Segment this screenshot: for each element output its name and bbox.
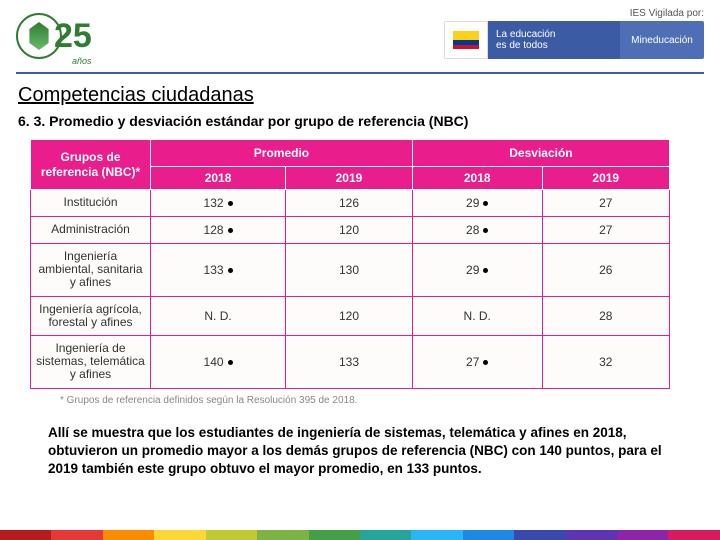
rainbow-segment [257, 530, 308, 540]
rainbow-segment [566, 530, 617, 540]
rainbow-segment [206, 530, 257, 540]
logo-years-label: años [72, 56, 92, 66]
data-cell: 27 [542, 190, 669, 217]
table-row: Ingeniería de sistemas, telemática y afi… [31, 335, 670, 388]
government-banner: La educación es de todos Mineducación [444, 21, 704, 59]
data-cell: 128 [151, 217, 286, 244]
data-cell: 32 [542, 335, 669, 388]
row-label: Ingeniería ambiental, sanitaria y afines [31, 244, 151, 297]
header-right: IES Vigilada por: La educación es de tod… [444, 8, 704, 59]
ministry-label: Mineducación [620, 21, 704, 59]
table-row: Institución1321262927 [31, 190, 670, 217]
dot-icon [228, 360, 233, 365]
ies-label: IES Vigilada por: [630, 8, 704, 19]
header-divider [16, 72, 704, 74]
data-cell: 140 [151, 335, 286, 388]
rainbow-segment [411, 530, 462, 540]
data-table: Grupos de referencia (NBC)* Promedio Des… [30, 139, 670, 389]
data-cell: 126 [286, 190, 413, 217]
data-cell: 26 [542, 244, 669, 297]
dot-icon [483, 201, 488, 206]
data-cell: 28 [542, 296, 669, 335]
table-row: Ingeniería agrícola, forestal y afinesN.… [31, 296, 670, 335]
col-header-desviacion: Desviación [412, 140, 669, 167]
rainbow-segment [0, 530, 51, 540]
page-title: Competencias ciudadanas [18, 84, 702, 107]
dot-icon [228, 228, 233, 233]
col-header-group: Grupos de referencia (NBC)* [31, 140, 151, 190]
footer-rainbow [0, 530, 720, 540]
content: Competencias ciudadanas 6. 3. Promedio y… [0, 76, 720, 129]
data-cell: 132 [151, 190, 286, 217]
rainbow-segment [514, 530, 565, 540]
dot-icon [483, 268, 488, 273]
data-cell: 120 [286, 217, 413, 244]
data-cell: 27 [542, 217, 669, 244]
flag-icon [444, 21, 488, 59]
rainbow-segment [51, 530, 102, 540]
dot-icon [228, 268, 233, 273]
section-subtitle: 6. 3. Promedio y desviación estándar por… [18, 113, 702, 129]
dot-icon [228, 201, 233, 206]
data-cell: 120 [286, 296, 413, 335]
year-cell: 2018 [412, 167, 542, 190]
data-cell: 133 [286, 335, 413, 388]
rainbow-segment [154, 530, 205, 540]
dot-icon [483, 360, 488, 365]
year-cell: 2019 [542, 167, 669, 190]
data-cell: 29 [412, 190, 542, 217]
analysis-paragraph: Allí se muestra que los estudiantes de i… [48, 424, 680, 479]
edu-line1: La educación [496, 29, 612, 40]
data-cell: 27 [412, 335, 542, 388]
data-cell: 133 [151, 244, 286, 297]
row-label: Institución [31, 190, 151, 217]
table-container: Grupos de referencia (NBC)* Promedio Des… [0, 139, 720, 406]
row-label: Administración [31, 217, 151, 244]
institution-logo: 25 años [16, 8, 146, 64]
education-slogan: La educación es de todos [488, 21, 620, 59]
rainbow-segment [463, 530, 514, 540]
data-cell: 130 [286, 244, 413, 297]
page-header: 25 años IES Vigilada por: La educación e… [0, 0, 720, 72]
rainbow-segment [617, 530, 668, 540]
table-footnote: * Grupos de referencia definidos según l… [60, 395, 702, 406]
edu-line2: es de todos [496, 40, 612, 51]
data-cell: N. D. [412, 296, 542, 335]
data-cell: N. D. [151, 296, 286, 335]
data-cell: 29 [412, 244, 542, 297]
rainbow-segment [668, 530, 719, 540]
year-cell: 2019 [286, 167, 413, 190]
year-cell: 2018 [151, 167, 286, 190]
rainbow-segment [360, 530, 411, 540]
table-row: Administración1281202827 [31, 217, 670, 244]
row-label: Ingeniería de sistemas, telemática y afi… [31, 335, 151, 388]
rainbow-segment [309, 530, 360, 540]
row-label: Ingeniería agrícola, forestal y afines [31, 296, 151, 335]
badge-icon [16, 13, 62, 59]
rainbow-segment [103, 530, 154, 540]
data-cell: 28 [412, 217, 542, 244]
dot-icon [483, 228, 488, 233]
table-row: Ingeniería ambiental, sanitaria y afines… [31, 244, 670, 297]
col-header-promedio: Promedio [151, 140, 413, 167]
